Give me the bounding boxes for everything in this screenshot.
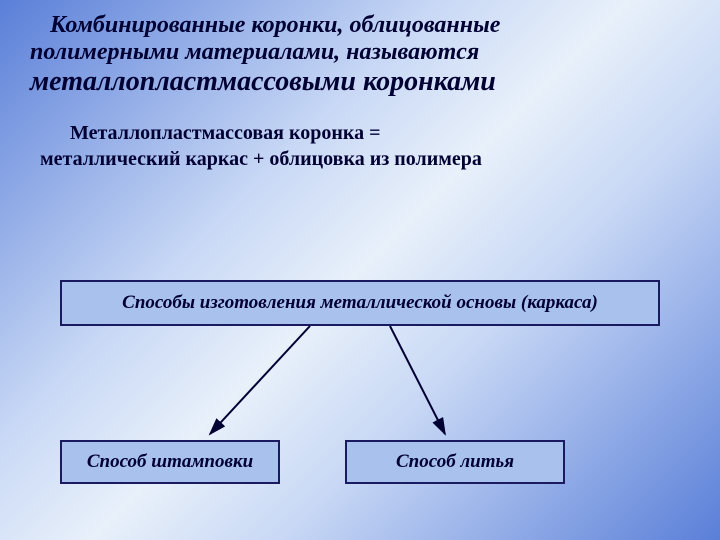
parent-box: Способы изготовления металлической основ… xyxy=(60,280,660,326)
formula-line-2: металлический каркас + облицовка из поли… xyxy=(40,146,680,172)
parent-box-label: Способы изготовления металлической основ… xyxy=(122,292,598,314)
arrows-svg xyxy=(0,326,720,446)
child-right-label: Способ литья xyxy=(396,451,514,473)
child-box-right: Способ литья xyxy=(345,440,565,484)
title-block: Комбинированные коронки, облицованные по… xyxy=(0,0,720,98)
formula-block: Металлопластмассовая коронка = металличе… xyxy=(0,98,720,172)
child-left-label: Способ штамповки xyxy=(87,451,253,473)
title-line-3: металлопластмассовыми коронками xyxy=(30,66,690,98)
title-line-2: полимерными материалами, называются xyxy=(30,39,690,66)
title-line-1: Комбинированные коронки, облицованные xyxy=(30,12,690,39)
child-box-left: Способ штамповки xyxy=(60,440,280,484)
formula-line-1: Металлопластмассовая коронка = xyxy=(40,120,680,146)
